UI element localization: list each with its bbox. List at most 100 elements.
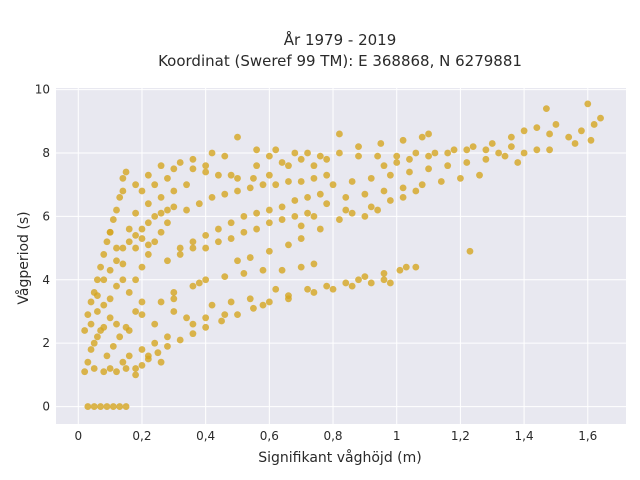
data-point — [113, 368, 120, 376]
data-point — [597, 114, 604, 122]
data-point — [253, 225, 261, 233]
x-tick-label: 0,4 — [196, 429, 215, 443]
data-point — [463, 146, 471, 154]
data-point — [297, 155, 305, 163]
data-point — [377, 140, 385, 147]
data-point — [125, 225, 133, 233]
data-point — [418, 181, 426, 189]
data-point — [342, 193, 350, 201]
data-point — [97, 263, 104, 271]
data-point — [291, 212, 299, 220]
data-point — [122, 168, 130, 176]
data-point — [164, 219, 171, 227]
data-point — [202, 162, 210, 170]
data-points — [81, 100, 604, 410]
data-point — [246, 295, 254, 303]
data-point — [396, 266, 404, 274]
data-point — [399, 184, 407, 192]
data-point — [215, 238, 222, 246]
data-point — [215, 225, 222, 233]
data-point — [234, 187, 241, 195]
data-point — [578, 127, 585, 135]
data-point — [227, 298, 235, 306]
data-point — [195, 279, 203, 287]
data-point — [106, 365, 114, 372]
data-point — [132, 181, 140, 189]
data-point — [215, 171, 222, 179]
data-point — [380, 187, 388, 195]
data-point — [386, 171, 394, 179]
y-tick-label: 8 — [42, 146, 50, 160]
data-point — [246, 184, 254, 192]
data-point — [367, 203, 375, 211]
y-tick-label: 10 — [35, 83, 50, 97]
data-point — [183, 181, 190, 189]
data-point — [202, 244, 210, 252]
data-point — [157, 298, 165, 306]
data-point — [520, 127, 528, 135]
data-point — [361, 212, 369, 220]
data-point — [87, 298, 95, 306]
data-point — [106, 228, 114, 236]
data-point — [272, 146, 280, 154]
data-point — [113, 257, 120, 265]
data-point — [323, 155, 331, 163]
data-point — [514, 159, 522, 166]
data-point — [176, 251, 184, 258]
data-point — [297, 263, 305, 271]
data-point — [336, 149, 343, 157]
data-point — [106, 295, 114, 303]
data-point — [367, 279, 375, 287]
data-point — [533, 146, 541, 154]
data-point — [144, 219, 152, 227]
data-point — [234, 257, 241, 265]
data-point — [208, 301, 216, 309]
data-point — [119, 260, 127, 268]
data-point — [221, 190, 229, 198]
data-point — [406, 168, 413, 176]
data-point — [336, 216, 343, 223]
chart-title-line-1: År 1979 - 2019 — [284, 30, 397, 49]
data-point — [100, 276, 108, 284]
data-point — [546, 130, 553, 138]
data-point — [138, 361, 146, 369]
data-point — [122, 323, 130, 331]
data-point — [116, 193, 124, 201]
data-point — [272, 181, 280, 189]
data-point — [348, 209, 356, 217]
data-point — [316, 190, 324, 198]
data-point — [189, 330, 197, 338]
data-point — [189, 282, 197, 290]
data-point — [285, 295, 292, 303]
data-point — [278, 159, 286, 166]
data-point — [221, 311, 229, 319]
data-point — [380, 270, 388, 277]
data-point — [170, 203, 178, 211]
data-point — [361, 273, 369, 281]
y-tick-label: 0 — [42, 400, 50, 414]
x-tick-label: 0,2 — [132, 429, 151, 443]
data-point — [386, 279, 394, 287]
y-tick-label: 2 — [42, 336, 50, 350]
x-tick-label: 0,8 — [323, 429, 342, 443]
data-point — [348, 282, 356, 290]
x-axis-ticks: 0 0,2 0,4 0,6 0,8 1 1,2 1,4 1,6 — [74, 429, 597, 443]
data-point — [571, 140, 579, 147]
data-point — [310, 212, 318, 220]
data-point — [157, 193, 165, 201]
data-point — [304, 209, 311, 217]
data-point — [157, 209, 165, 217]
data-point — [336, 130, 343, 138]
data-point — [355, 152, 362, 160]
data-point — [297, 178, 305, 185]
data-point — [304, 193, 311, 201]
data-point — [291, 149, 299, 157]
data-point — [176, 336, 184, 344]
data-point — [87, 346, 95, 353]
x-tick-label: 0 — [74, 429, 82, 443]
data-point — [81, 327, 89, 334]
data-point — [259, 301, 267, 309]
data-point — [250, 174, 257, 182]
data-point — [144, 171, 152, 179]
x-tick-label: 0,6 — [260, 429, 279, 443]
